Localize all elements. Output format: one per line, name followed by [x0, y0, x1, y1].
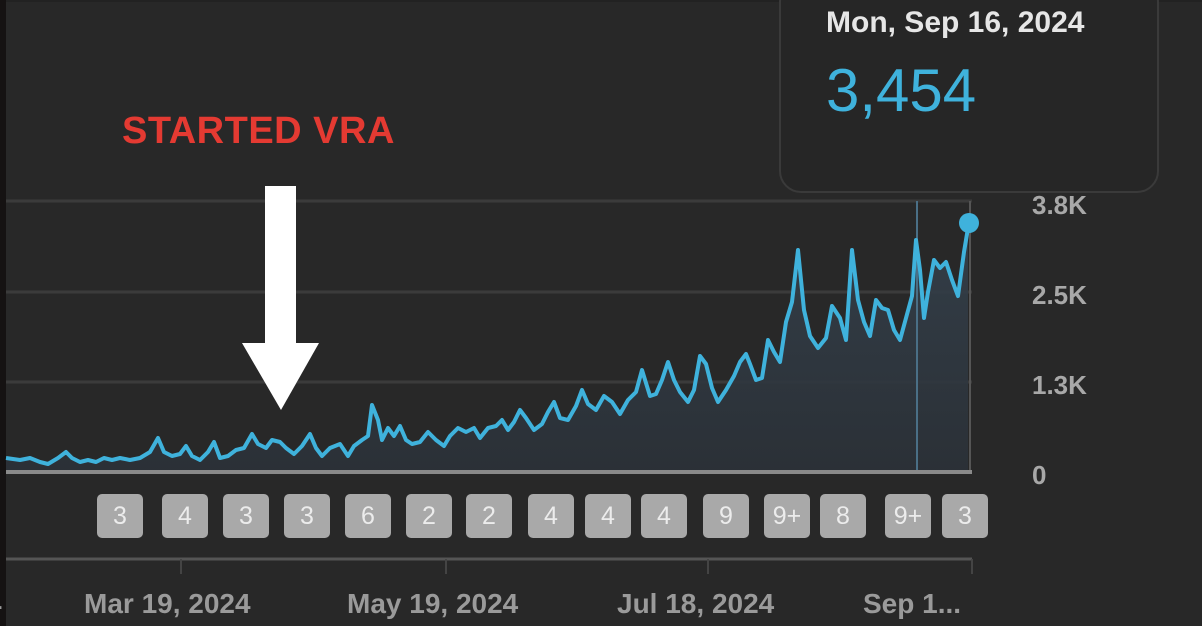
count-badge[interactable]: 4: [162, 494, 208, 538]
count-badge[interactable]: 6: [345, 494, 391, 538]
count-badge[interactable]: 4: [641, 494, 687, 538]
x-tick-label-mar: Mar 19, 2024: [84, 588, 251, 619]
started-vra-annotation: STARTED VRA: [122, 110, 395, 152]
count-badge[interactable]: 4: [528, 494, 574, 538]
count-badge[interactable]: 3: [223, 494, 269, 538]
x-tick-label-sep: Sep 1...: [863, 588, 962, 619]
count-badge[interactable]: 4: [585, 494, 631, 538]
count-badge[interactable]: 9+: [764, 494, 810, 538]
count-badge[interactable]: 2: [466, 494, 512, 538]
y-tick-0: 0: [1032, 460, 1047, 490]
top-border: [6, 0, 1202, 2]
tooltip-date: Mon, Sep 16, 2024: [826, 6, 1085, 39]
count-badge[interactable]: 3: [284, 494, 330, 538]
y-tick-3-8k: 3.8K: [1032, 190, 1087, 220]
views-line: [5, 227, 970, 466]
count-badge[interactable]: 3: [942, 494, 988, 538]
count-badge[interactable]: 3: [97, 494, 143, 538]
count-badge[interactable]: 9+: [885, 494, 931, 538]
y-tick-1-3k: 1.3K: [1032, 370, 1087, 400]
x-tick-label-jul: Jul 18, 2024: [617, 588, 775, 619]
count-badge[interactable]: 2: [406, 494, 452, 538]
y-tick-2-5k: 2.5K: [1032, 280, 1087, 310]
tooltip-value: 3,454: [826, 57, 977, 124]
area-fill: [6, 228, 968, 472]
tooltip: Mon, Sep 16, 2024 3,454: [779, 0, 1159, 193]
x-tick-label-may: May 19, 2024: [347, 588, 519, 619]
count-badge[interactable]: 9: [703, 494, 749, 538]
x-tick-label-partial: 4: [0, 588, 2, 620]
down-arrow-icon: [242, 186, 319, 410]
highlighted-point[interactable]: [959, 213, 979, 233]
left-edge-strip: [0, 0, 6, 626]
count-badge[interactable]: 8: [820, 494, 866, 538]
